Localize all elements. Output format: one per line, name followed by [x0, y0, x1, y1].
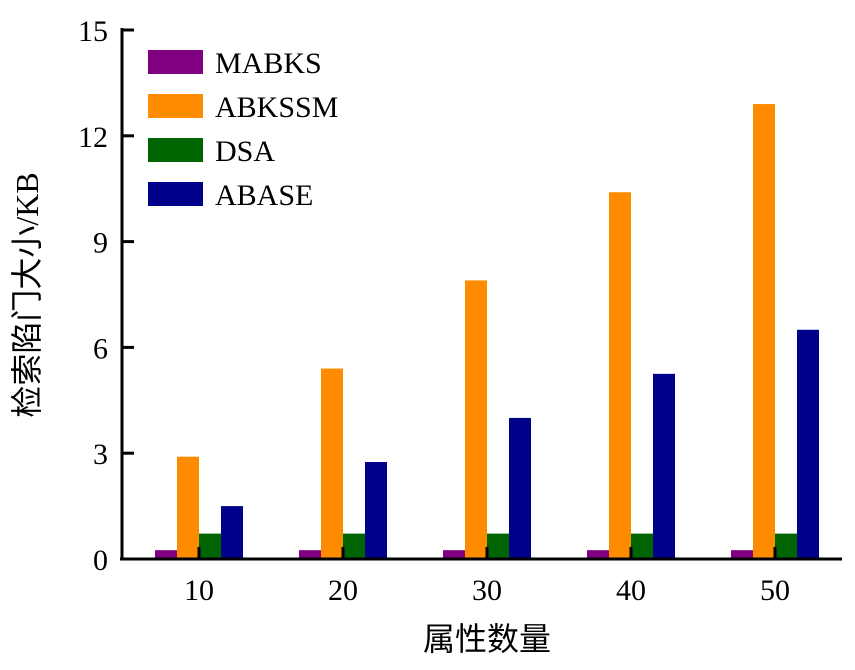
- legend-swatch-dsa: [148, 138, 203, 162]
- bar-abase-30: [509, 417, 531, 559]
- bar-abkssm-50: [753, 104, 775, 559]
- y-tick-label: 9: [93, 227, 108, 260]
- x-tick-label: 20: [328, 574, 358, 607]
- y-tick-label: 12: [78, 121, 108, 154]
- bar-abase-40: [653, 373, 675, 559]
- legend-label: ABASE: [215, 179, 313, 212]
- bar-dsa-10: [199, 533, 221, 559]
- bar-mabks-50: [731, 550, 753, 559]
- bar-abkssm-30: [465, 280, 487, 559]
- bars-layer: [155, 104, 819, 559]
- bar-dsa-20: [343, 533, 365, 559]
- legend-swatch-abkssm: [148, 94, 203, 118]
- bar-abase-50: [797, 329, 819, 559]
- y-tick-label: 0: [93, 544, 108, 577]
- bar-abase-20: [365, 462, 387, 559]
- bar-abkssm-10: [177, 456, 199, 559]
- y-tick-label: 15: [78, 15, 108, 48]
- bar-dsa-50: [775, 533, 797, 559]
- bar-mabks-10: [155, 550, 177, 559]
- x-axis-label: 属性数量: [423, 621, 551, 657]
- bar-abkssm-20: [321, 368, 343, 559]
- legend-swatch-mabks: [148, 50, 203, 74]
- legend-label: DSA: [215, 135, 275, 168]
- bar-dsa-40: [631, 533, 653, 559]
- y-axis-label: 检索陷门大小/KB: [9, 172, 45, 417]
- x-tick-label: 10: [184, 574, 214, 607]
- x-ticks: 10 20 30 40 50: [184, 547, 790, 607]
- x-tick-label: 50: [760, 574, 790, 607]
- y-tick-label: 6: [93, 332, 108, 365]
- x-tick-label: 30: [472, 574, 502, 607]
- bar-mabks-30: [443, 550, 465, 559]
- y-ticks: 0 3 6 9 12 15: [78, 15, 134, 577]
- legend-swatch-abase: [148, 182, 203, 206]
- bar-dsa-30: [487, 533, 509, 559]
- bar-mabks-40: [587, 550, 609, 559]
- bar-mabks-20: [299, 550, 321, 559]
- legend-label: ABKSSM: [215, 91, 338, 124]
- y-tick-label: 3: [93, 438, 108, 471]
- legend-label: MABKS: [215, 47, 322, 80]
- bar-abase-10: [221, 506, 243, 559]
- bar-abkssm-40: [609, 192, 631, 559]
- legend: MABKS ABKSSM DSA ABASE: [148, 47, 338, 212]
- x-tick-label: 40: [616, 574, 646, 607]
